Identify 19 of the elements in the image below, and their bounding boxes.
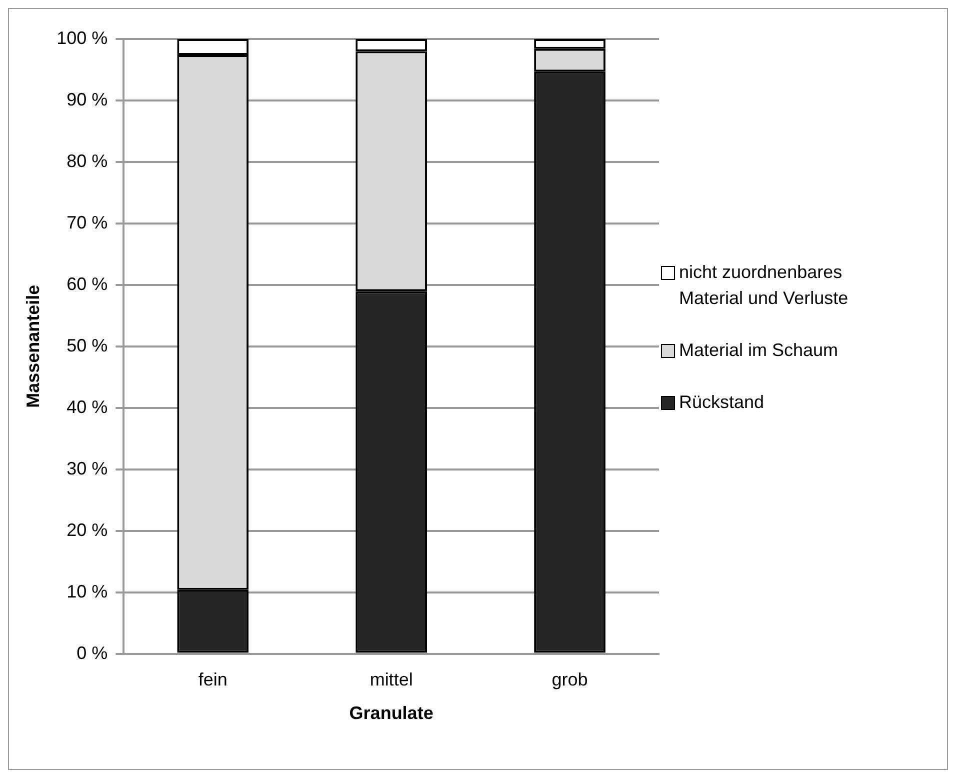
y-tick-label: 30 %	[66, 458, 108, 478]
y-tick-label: 90 %	[66, 89, 108, 110]
y-tick-label: 100 %	[56, 28, 108, 48]
legend-label: Rückstand	[679, 391, 764, 414]
x-axis-title: Granulate	[349, 703, 434, 724]
y-tick-label: 50 %	[66, 335, 108, 356]
text: nicht zuordnenbares Material und Verluste	[679, 261, 850, 310]
y-tick-label: 0 %	[76, 642, 108, 663]
y-tick-label: 10 %	[66, 581, 108, 602]
y-axis-title: Massenanteile	[22, 284, 43, 408]
x-tick-label: fein	[198, 670, 228, 690]
x-tick-label: grob	[552, 670, 588, 690]
y-tick-label: 40 %	[66, 396, 108, 417]
y-tick-label: 20 %	[66, 520, 108, 540]
y-tick-label: 60 %	[66, 274, 108, 294]
x-tick-label: mittel	[370, 670, 413, 690]
y-tick-label: 70 %	[66, 212, 108, 232]
legend-label: Material im Schaum	[679, 339, 838, 362]
y-tick-label: 80 %	[66, 150, 108, 171]
